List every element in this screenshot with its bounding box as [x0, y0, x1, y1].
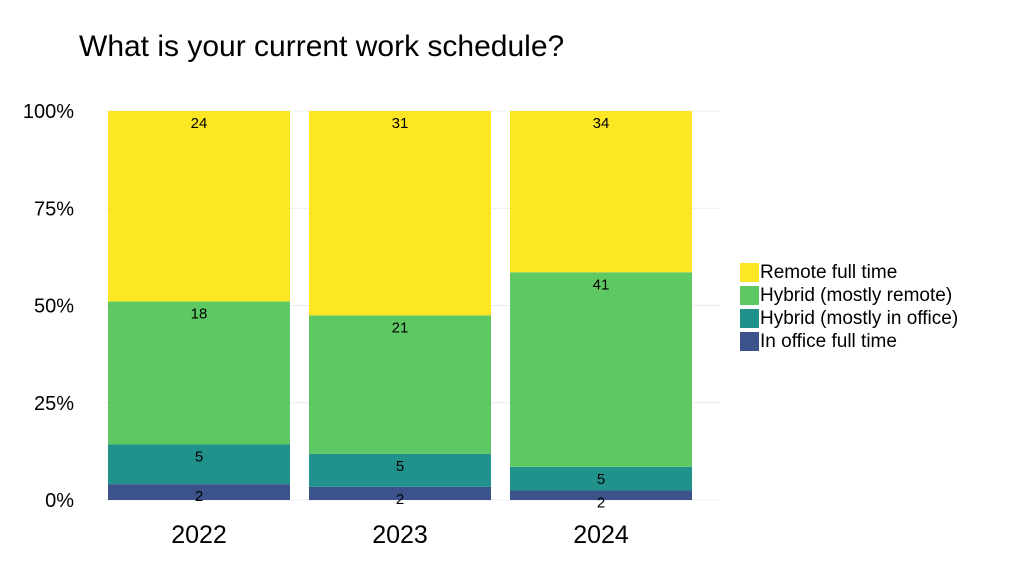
value-label: 5: [396, 458, 404, 475]
y-tick-label: 0%: [45, 490, 74, 512]
bar-segment: [309, 453, 491, 487]
bar-segment: [510, 466, 692, 491]
legend-item-in-office-full-time: In office full time: [740, 330, 958, 353]
value-label: 31: [392, 115, 409, 132]
value-label: 2: [597, 495, 605, 512]
value-label: 41: [593, 276, 610, 293]
bars: [108, 111, 692, 500]
value-labels: 2 5 18 24 2 5 21 31 2 5 41 34: [191, 115, 610, 512]
bar-segment: [510, 272, 692, 467]
chart-title: What is your current work schedule?: [79, 30, 565, 63]
x-tick-label: 2022: [171, 521, 227, 549]
bar-segment: [108, 484, 290, 500]
legend-swatch: [740, 263, 759, 282]
legend-swatch: [740, 332, 759, 351]
legend-swatch: [740, 309, 759, 328]
legend: Remote full time Hybrid (mostly remote) …: [740, 261, 958, 353]
legend-swatch: [740, 286, 759, 305]
value-label: 2: [396, 491, 404, 508]
stacked-bar-chart: 2 5 18 24 2 5 21 31 2 5 41 34 0% 25% 50% 75% 100% 2022 20…: [23, 101, 720, 549]
bar-segment: [510, 490, 692, 500]
legend-item-remote-full-time: Remote full time: [740, 261, 958, 284]
legend-label: In office full time: [760, 330, 897, 352]
value-label: 21: [392, 319, 409, 336]
bar-segment: [309, 315, 491, 454]
value-label: 24: [191, 115, 208, 132]
legend-label: Hybrid (mostly in office): [760, 307, 959, 329]
legend-item-hybrid-mostly-in-office: Hybrid (mostly in office): [740, 307, 958, 330]
bar-segment: [108, 444, 290, 485]
y-tick-label: 100%: [23, 101, 74, 123]
x-tick-label: 2024: [573, 521, 629, 549]
y-tick-label: 50%: [34, 296, 74, 318]
bar-segment: [108, 301, 290, 445]
bar-segment: [510, 111, 692, 273]
value-label: 2: [195, 488, 203, 505]
value-label: 5: [195, 448, 203, 465]
y-tick-label: 25%: [34, 393, 74, 415]
y-tick-label: 75%: [34, 198, 74, 220]
x-tick-label: 2023: [372, 521, 428, 549]
value-label: 34: [593, 115, 610, 132]
legend-item-hybrid-mostly-remote: Hybrid (mostly remote): [740, 284, 958, 307]
value-label: 5: [597, 471, 605, 488]
bar-segment: [108, 111, 290, 302]
legend-label: Hybrid (mostly remote): [760, 284, 953, 306]
legend-label: Remote full time: [760, 261, 898, 283]
value-label: 18: [191, 306, 208, 323]
axes: 0% 25% 50% 75% 100% 2022 2023 2024: [23, 101, 629, 549]
bar-segment: [309, 486, 491, 500]
bar-segment: [309, 111, 491, 316]
